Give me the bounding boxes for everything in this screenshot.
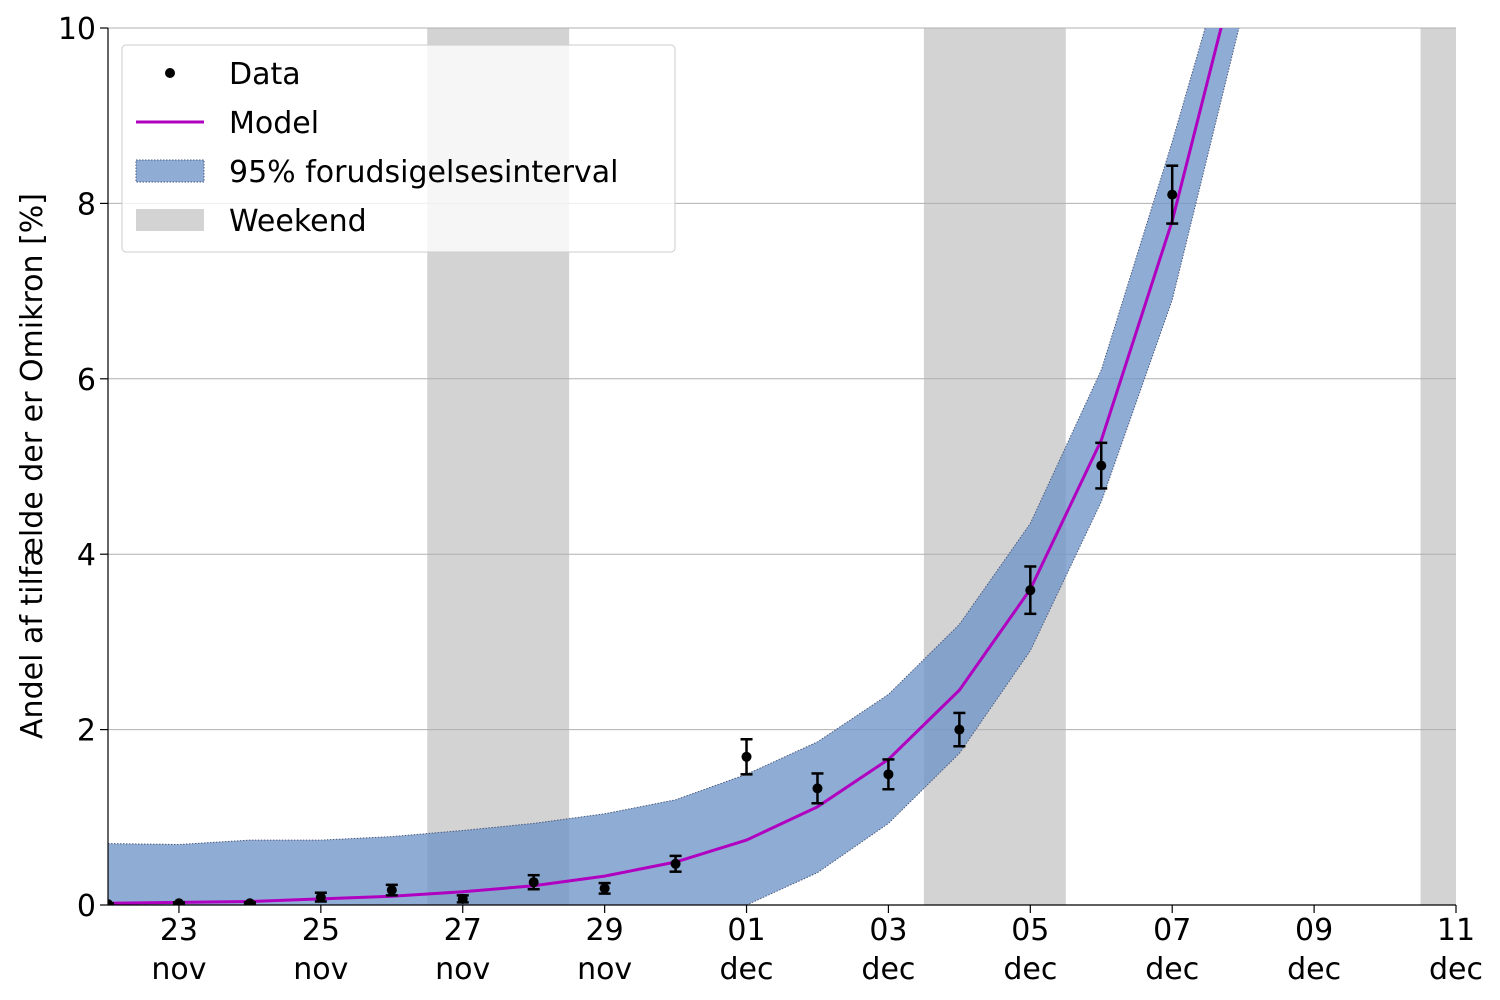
x-tick-month: dec <box>861 952 915 987</box>
x-tick-month: nov <box>293 952 348 987</box>
data-points <box>108 164 1179 905</box>
data-marker <box>883 769 894 780</box>
data-marker <box>1096 460 1107 471</box>
x-tick-day: 07 <box>1153 913 1191 948</box>
weekend-shade <box>1420 28 1456 905</box>
data-marker <box>670 858 681 869</box>
legend-box <box>121 44 676 253</box>
x-tick-month: dec <box>1145 952 1199 987</box>
y-tick-labels: 0 2 4 6 8 10 <box>58 12 108 924</box>
data-marker <box>108 899 113 905</box>
data-marker <box>954 724 965 735</box>
data-point <box>172 898 185 905</box>
x-tick-day: 09 <box>1295 913 1333 948</box>
legend-item: Data <box>165 57 301 92</box>
data-marker <box>1025 585 1036 596</box>
prediction-interval-band <box>108 28 1240 905</box>
x-tick-month: dec <box>1287 952 1341 987</box>
x-tick-day: 03 <box>869 913 907 948</box>
legend-label: Weekend <box>229 204 367 239</box>
data-marker <box>457 893 468 904</box>
data-point <box>108 899 114 905</box>
x-tick-day: 29 <box>586 913 624 948</box>
data-point <box>527 873 540 891</box>
y-axis-title: Andel af tilfælde der er Omikron [%] <box>15 193 50 739</box>
data-point <box>882 758 895 791</box>
weekend-shade <box>923 28 1066 905</box>
y-tick-label: 6 <box>77 363 96 398</box>
y-tick-label: 2 <box>77 714 96 749</box>
x-tick-month: dec <box>1429 952 1483 987</box>
x-tick-month: dec <box>1003 952 1057 987</box>
legend-item: 95% forudsigelsesinterval <box>135 155 618 190</box>
x-tick-labels: 23 nov 25 nov 27 nov 29 nov 01 dec 03 dec 05 dec 07 dec… <box>151 905 1483 987</box>
y-tick-label: 10 <box>58 12 96 47</box>
axes <box>107 28 1456 906</box>
data-point <box>811 772 824 805</box>
y-tick-label: 0 <box>77 889 96 924</box>
y-tick-label: 8 <box>77 187 96 222</box>
x-tick-day: 11 <box>1437 913 1475 948</box>
x-tick-month: nov <box>151 952 206 987</box>
prediction-band <box>108 28 1240 905</box>
legend-swatch-data <box>165 68 175 78</box>
x-tick-day: 05 <box>1011 913 1049 948</box>
legend-item: Weekend <box>136 204 367 239</box>
data-marker <box>244 898 255 905</box>
legend-item: Model <box>136 106 319 141</box>
data-point <box>314 891 327 903</box>
data-point <box>953 711 966 748</box>
legend-label: 95% forudsigelsesinterval <box>229 155 618 190</box>
data-marker <box>741 751 752 762</box>
data-point <box>1166 164 1179 225</box>
x-tick-day: 23 <box>160 913 198 948</box>
x-tick-month: nov <box>577 952 632 987</box>
data-point <box>598 881 611 895</box>
legend-label: Data <box>229 57 301 92</box>
legend: Data Model 95% forudsigelsesinterval Weeken… <box>121 44 676 253</box>
x-tick-day: 01 <box>727 913 765 948</box>
data-marker <box>315 892 326 903</box>
legend-swatch-band <box>135 159 205 183</box>
data-marker <box>386 885 397 896</box>
data-marker <box>599 883 610 894</box>
data-point <box>456 893 469 904</box>
legend-swatch-weekend <box>136 209 204 231</box>
x-tick-month: nov <box>435 952 490 987</box>
data-marker <box>1167 189 1178 200</box>
y-tick-label: 4 <box>77 538 96 573</box>
legend-label: Model <box>229 106 319 141</box>
data-point <box>243 898 256 905</box>
x-tick-month: dec <box>720 952 774 987</box>
data-point <box>740 737 753 776</box>
data-point <box>669 854 682 873</box>
data-point <box>1024 565 1037 616</box>
data-marker <box>528 877 539 888</box>
x-tick-day: 25 <box>302 913 340 948</box>
data-point <box>1095 441 1108 490</box>
x-tick-day: 27 <box>444 913 482 948</box>
data-marker <box>812 783 823 794</box>
data-marker <box>173 898 184 905</box>
data-point <box>385 883 398 897</box>
